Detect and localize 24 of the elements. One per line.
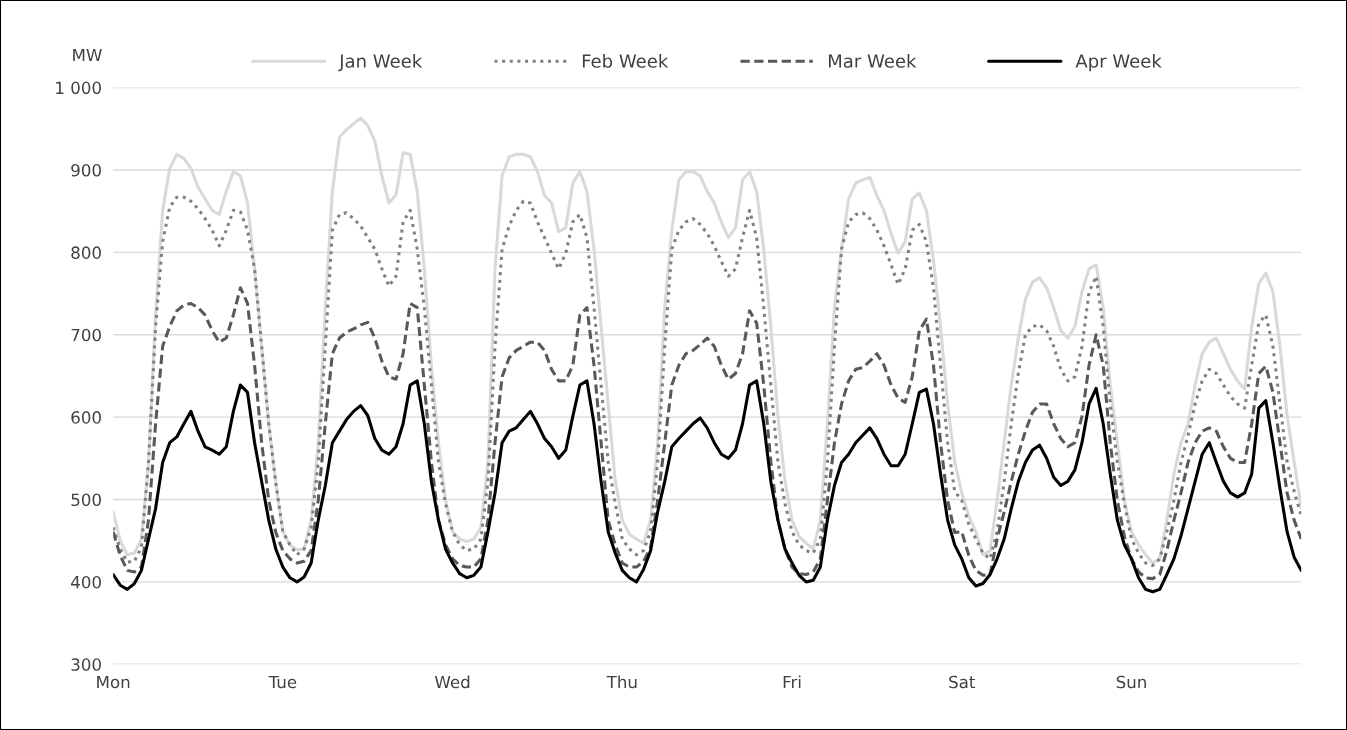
y-tick-label: 900 <box>71 163 101 177</box>
x-tick-label: Sun <box>1116 675 1146 689</box>
x-tick-label: Mon <box>97 675 130 689</box>
line-series <box>113 116 1302 565</box>
legend-label: Jan Week <box>338 53 423 72</box>
y-tick-label: 400 <box>71 575 101 589</box>
y-axis-title: MW <box>73 48 102 62</box>
legend-label: Feb Week <box>582 53 669 68</box>
y-tick-label: 1 000 <box>56 81 101 95</box>
x-tick-label: Thu <box>606 675 637 689</box>
y-tick-label: 600 <box>71 411 101 424</box>
x-tick-label: Tue <box>268 675 297 689</box>
x-tick-label: Wed <box>434 675 470 689</box>
y-tick-label: 500 <box>71 493 101 507</box>
line-series <box>113 379 1302 594</box>
y-tick-label: 800 <box>71 246 101 259</box>
legend-label: Apr Week <box>1075 53 1162 72</box>
x-tick-label: Sat <box>949 675 976 689</box>
y-tick-label: 700 <box>71 328 101 342</box>
x-tick-label: Fri <box>783 675 801 689</box>
legend-label: Mar Week <box>828 53 917 68</box>
y-tick-label: 300 <box>71 658 101 671</box>
line-series <box>113 286 1302 581</box>
line-series <box>113 195 1302 567</box>
